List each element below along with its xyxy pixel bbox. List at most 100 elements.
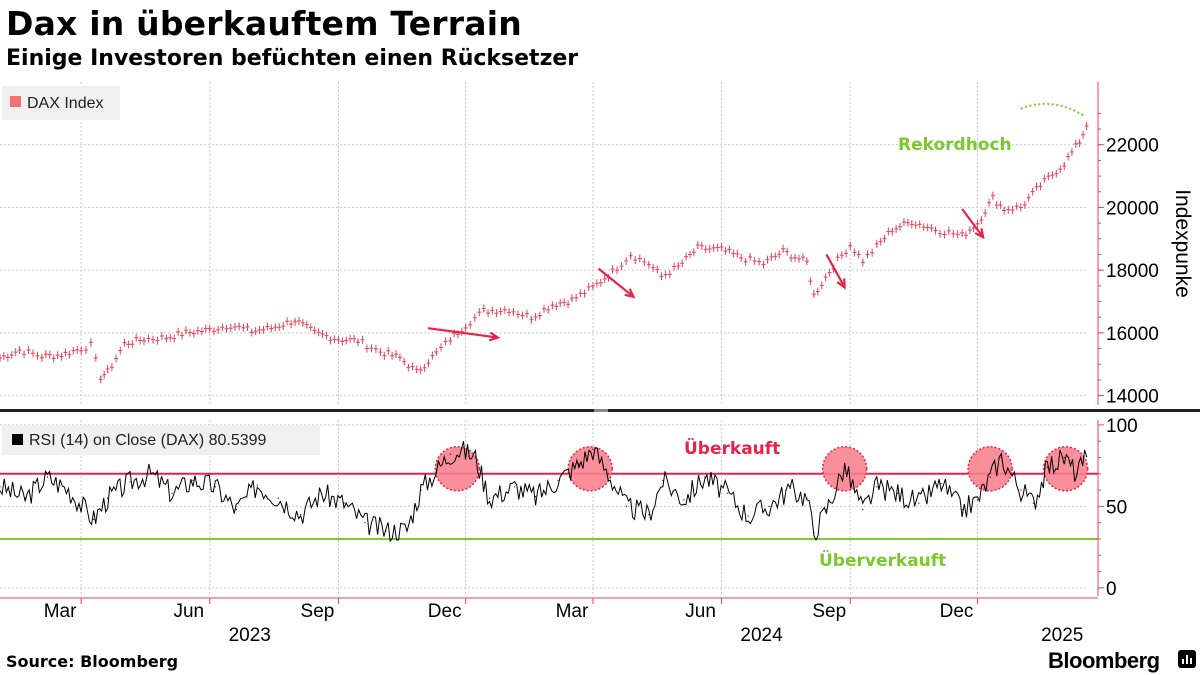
record-high-label: Rekordhoch xyxy=(898,135,1012,155)
price-point xyxy=(399,357,401,359)
record-high-arc xyxy=(1020,102,1086,118)
x-year-label: 2023 xyxy=(229,625,271,646)
oversold-label: Überverkauft xyxy=(819,549,946,571)
rsi-point xyxy=(704,476,706,478)
decline-arrow xyxy=(825,253,846,288)
price-point xyxy=(660,275,663,278)
price-point xyxy=(976,222,979,224)
rsi-point xyxy=(825,509,828,511)
rsi-point xyxy=(768,505,770,507)
rsi-panel xyxy=(0,441,1098,543)
rsi-point xyxy=(961,509,963,511)
rsi-point xyxy=(0,486,1,488)
rsi-point xyxy=(862,509,864,511)
price-point xyxy=(357,339,359,342)
price-point xyxy=(910,220,913,223)
price-y-tick-label: 22000 xyxy=(1106,136,1159,157)
rsi-point xyxy=(129,481,131,483)
price-point xyxy=(806,261,808,264)
rsi-point xyxy=(607,473,609,475)
rsi-point xyxy=(976,499,979,501)
rsi-point xyxy=(343,502,345,504)
price-point xyxy=(435,352,438,355)
price-y-tick-label: 18000 xyxy=(1106,261,1159,282)
price-point xyxy=(934,228,937,231)
rsi-point xyxy=(420,489,422,491)
price-point xyxy=(99,375,102,378)
rsi-point xyxy=(1086,456,1088,458)
rsi-point xyxy=(876,486,878,488)
decline-arrow-head xyxy=(836,278,846,290)
rsi-point xyxy=(46,476,49,478)
axes-layer: 14000 16000 18000 20000 22000 Indexpunke DAX I… xyxy=(0,82,1200,646)
rsi-point xyxy=(24,497,26,499)
decline-arrow-head xyxy=(624,288,636,299)
rsi-legend-box xyxy=(2,425,320,455)
price-point xyxy=(185,332,187,334)
rsi-point xyxy=(460,448,463,450)
rsi-y-tick-label: 50 xyxy=(1106,497,1127,518)
rsi-point xyxy=(474,456,477,459)
price-point xyxy=(530,316,533,318)
price-point xyxy=(41,355,43,358)
rsi-point xyxy=(625,505,628,507)
grid-layer xyxy=(0,82,1088,596)
price-legend-label: DAX Index xyxy=(27,95,103,112)
price-point xyxy=(629,253,632,256)
price-point xyxy=(876,245,878,248)
rsi-point xyxy=(789,487,791,490)
price-point xyxy=(592,286,594,289)
rsi-point xyxy=(813,531,815,534)
rsi-point xyxy=(747,515,749,517)
rsi-point xyxy=(107,497,109,499)
price-point xyxy=(0,357,1,359)
price-point xyxy=(80,347,82,350)
price-point xyxy=(270,327,273,329)
rsi-point xyxy=(214,486,216,488)
rsi-point xyxy=(1000,456,1002,459)
price-point xyxy=(165,336,168,339)
price-point xyxy=(677,266,680,268)
rsi-line xyxy=(0,441,1088,543)
price-point xyxy=(1020,206,1022,209)
decline-arrow-head xyxy=(488,331,501,342)
price-point xyxy=(611,270,614,273)
x-tick-label: Mar xyxy=(556,601,589,622)
price-y-axis-label: Indexpunke xyxy=(1171,189,1194,298)
price-legend-box xyxy=(2,86,120,120)
x-tick-label: Jun xyxy=(173,601,204,622)
price-point xyxy=(740,256,742,259)
x-tick-label: Mar xyxy=(44,601,77,622)
rsi-point xyxy=(578,463,580,465)
rsi-point xyxy=(435,469,437,472)
overbought-highlight-circle xyxy=(1042,446,1089,492)
price-point xyxy=(415,371,418,373)
rsi-point xyxy=(171,492,173,494)
price-point xyxy=(508,308,510,311)
price-point xyxy=(294,319,296,322)
price-point xyxy=(862,259,864,262)
rsi-point xyxy=(1032,502,1035,504)
rsi-point xyxy=(321,492,323,494)
price-point xyxy=(720,248,723,251)
price-point xyxy=(697,247,699,250)
price-point xyxy=(464,324,467,326)
rsi-point xyxy=(1046,466,1049,468)
rsi-point xyxy=(406,528,408,530)
brand-logo: Bloomberg xyxy=(1048,648,1160,673)
price-point xyxy=(250,330,253,333)
price-point xyxy=(762,263,765,265)
rsi-point xyxy=(192,479,194,481)
rsi-point xyxy=(300,513,302,516)
price-point xyxy=(379,350,382,353)
price-point xyxy=(106,371,109,373)
rsi-point xyxy=(277,497,279,499)
rsi-point xyxy=(1076,473,1078,475)
overbought-highlight-circle xyxy=(434,446,481,492)
price-point xyxy=(123,343,126,345)
rsi-point xyxy=(557,479,559,481)
price-point xyxy=(1039,184,1042,187)
chart-subtitle: Einige Investoren befüchten einen Rückse… xyxy=(6,46,579,71)
rsi-point xyxy=(488,497,491,499)
